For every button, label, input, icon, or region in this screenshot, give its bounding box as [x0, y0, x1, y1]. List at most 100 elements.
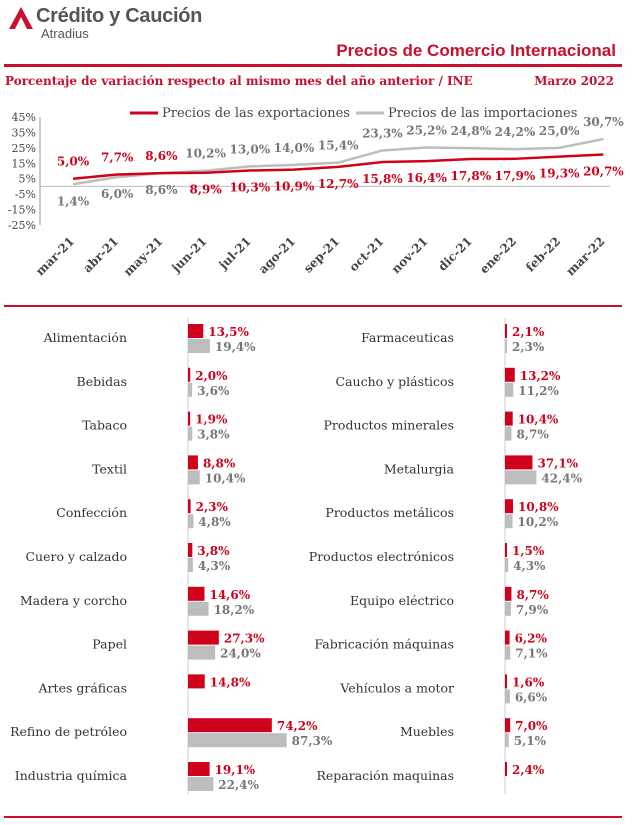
x-tick-label: sep-21 [301, 234, 342, 275]
import-data-label: 24,8% [450, 124, 491, 138]
y-tick-label: 25% [12, 142, 36, 155]
export-value-label: 13,5% [208, 325, 249, 339]
category-label: Alimentación [43, 330, 127, 345]
x-tick-label: mar-21 [33, 234, 77, 278]
export-value-label: 2,3% [196, 500, 229, 514]
import-data-label: 24,2% [495, 125, 536, 139]
import-value-label: 5,1% [514, 734, 547, 748]
y-tick-label: 35% [12, 126, 36, 139]
import-bar [505, 733, 509, 748]
category-label: Metalurgia [384, 461, 455, 476]
brand-logo-icon [9, 7, 33, 29]
x-tick-label: abr-21 [80, 234, 121, 275]
category-label: Industria química [15, 768, 128, 783]
category-label: Fabricación máquinas [314, 637, 454, 652]
category-label: Papel [92, 637, 127, 652]
import-bar [188, 514, 194, 529]
line-chart: 45% 35% 25% 15% 5% -5% -15% -25% mar-21 abr-21 may… [8, 106, 624, 279]
import-bar [188, 645, 216, 660]
export-bar [188, 367, 191, 382]
import-value-label: 87,3% [292, 734, 333, 748]
category-label: Equipo eléctrico [350, 593, 454, 608]
legend-label: Precios de las exportaciones [162, 106, 350, 121]
export-data-label: 10,3% [229, 181, 270, 195]
export-bar [505, 411, 513, 426]
export-value-label: 2,1% [512, 325, 545, 339]
export-value-label: 1,9% [195, 413, 228, 427]
import-bar [188, 733, 287, 748]
sector-bar-chart: Alimentación 13,5%19,4% Bebidas 2,0%3,6% Tab… [10, 318, 583, 794]
top-rule [4, 64, 622, 67]
export-bar [505, 674, 507, 689]
import-data-label: 10,2% [185, 147, 226, 161]
y-tick-label: 15% [12, 157, 36, 170]
import-value-label: 8,7% [516, 428, 549, 442]
export-bar [505, 455, 533, 470]
legend-label: Precios de las importaciones [388, 106, 577, 121]
y-tick-label: 45% [12, 111, 36, 124]
chart-subtitle: Porcentaje de variación respecto al mism… [5, 74, 473, 88]
export-bar [188, 762, 210, 776]
import-value-label: 6,6% [515, 690, 548, 704]
export-value-label: 10,8% [518, 500, 559, 514]
import-bar [505, 558, 509, 572]
export-bar [188, 324, 204, 338]
import-value-label: 3,6% [197, 384, 230, 398]
export-bar [188, 543, 193, 557]
import-value-label: 7,1% [515, 647, 548, 661]
import-bar [188, 339, 210, 353]
import-bar [188, 777, 214, 791]
import-value-label: 18,2% [214, 603, 255, 617]
export-bar [188, 499, 191, 514]
report-title: Precios de Comercio Internacional [336, 41, 616, 60]
import-data-label: 1,4% [57, 194, 90, 208]
import-bar [188, 601, 209, 616]
category-label: Reparación maquinas [316, 768, 454, 783]
export-value-label: 13,2% [520, 369, 561, 383]
export-bar [505, 543, 507, 557]
export-value-label: 8,8% [203, 456, 236, 470]
export-data-label: 17,9% [495, 169, 536, 183]
category-label: Vehículos a motor [339, 680, 454, 695]
import-bar [505, 382, 514, 397]
export-value-label: 74,2% [277, 719, 318, 733]
export-data-label: 15,8% [362, 172, 403, 186]
export-value-label: 6,2% [515, 632, 548, 646]
export-series-line [72, 153, 604, 180]
import-bar [505, 514, 513, 529]
x-tick-label: jun-21 [168, 234, 209, 275]
export-bar [505, 586, 512, 601]
y-tick-label: -5% [15, 188, 36, 201]
x-tick-label: dic-21 [435, 234, 475, 274]
import-data-label: 14,0% [274, 141, 315, 155]
category-label: Refino de petróleo [10, 724, 127, 739]
import-data-label: 6,0% [101, 187, 134, 201]
import-value-label: 3,8% [197, 428, 230, 442]
category-label: Productos minerales [324, 418, 454, 433]
export-data-label: 8,6% [145, 149, 178, 163]
export-bar [188, 674, 205, 689]
import-data-label: 8,6% [145, 183, 178, 197]
category-label: Productos electrónicos [309, 549, 454, 564]
category-label: Productos metálicos [325, 505, 454, 520]
x-tick-label: mar-22 [563, 234, 607, 278]
export-bar [188, 718, 272, 733]
export-bar [505, 762, 507, 776]
export-value-label: 10,4% [518, 413, 559, 427]
export-value-label: 8,7% [516, 588, 549, 602]
export-bar [505, 324, 507, 338]
import-value-label: 11,2% [518, 384, 559, 398]
export-bar [188, 411, 191, 426]
export-data-label: 17,8% [450, 169, 491, 183]
export-value-label: 37,1% [537, 456, 578, 470]
import-bar [505, 645, 511, 660]
export-bar [188, 455, 198, 470]
x-tick-label: nov-21 [389, 234, 431, 276]
category-label: Muebles [400, 724, 454, 739]
y-tick-label: -15% [8, 204, 36, 217]
export-value-label: 19,1% [215, 763, 256, 777]
import-value-label: 42,4% [541, 471, 582, 485]
export-bar [505, 367, 515, 382]
import-bar [505, 426, 512, 441]
export-data-label: 5,0% [57, 155, 90, 169]
